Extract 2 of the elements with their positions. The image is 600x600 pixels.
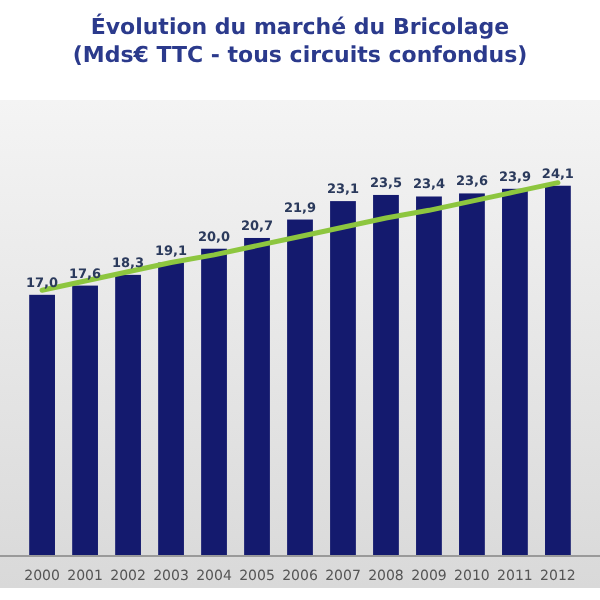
- chart-title: Évolution du marché du Bricolage: [90, 12, 510, 40]
- chart-subtitle: (Mds€ TTC - tous circuits confondus): [72, 42, 528, 68]
